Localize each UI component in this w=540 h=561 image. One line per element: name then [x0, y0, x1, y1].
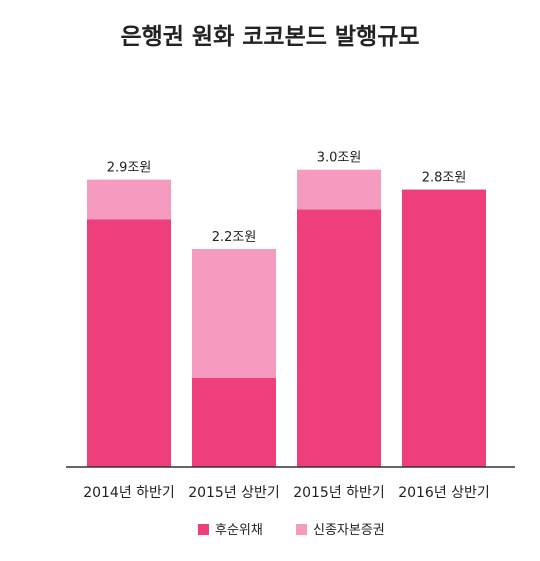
category-label-3: 2015년 하반기 — [293, 485, 385, 501]
bar-subordinated-2 — [192, 377, 276, 467]
legend-label-1: 후순위채 — [215, 523, 263, 538]
legend-label-2: 신종자본증권 — [313, 523, 385, 538]
category-label-1: 2014년 하반기 — [83, 485, 175, 501]
bar-total-label-2: 2.2조원 — [212, 230, 257, 245]
chart-title: 은행권 원화 코코본드 발행규모 — [120, 24, 419, 50]
bar-total-label-3: 3.0조원 — [317, 151, 362, 166]
legend: 후순위채 신종자본증권 — [198, 523, 385, 538]
legend-swatch-2 — [296, 524, 307, 535]
bar-subordinated-3 — [297, 209, 381, 467]
plot-area: 2.9조원 2.2조원 3.0조원 2.8조원 — [87, 151, 486, 467]
legend-swatch-1 — [198, 524, 209, 535]
bar-total-label-1: 2.9조원 — [107, 161, 152, 176]
bar-subordinated-1 — [87, 219, 171, 467]
bar-hybrid-2 — [192, 249, 276, 378]
category-label-2: 2015년 상반기 — [188, 485, 280, 501]
category-labels: 2014년 하반기 2015년 상반기 2015년 하반기 2016년 상반기 — [83, 485, 490, 501]
bar-hybrid-1 — [87, 179, 171, 220]
bar-subordinated-4 — [402, 189, 486, 467]
bar-total-label-4: 2.8조원 — [422, 171, 467, 186]
bar-hybrid-3 — [297, 169, 381, 210]
category-label-4: 2016년 상반기 — [398, 485, 490, 501]
